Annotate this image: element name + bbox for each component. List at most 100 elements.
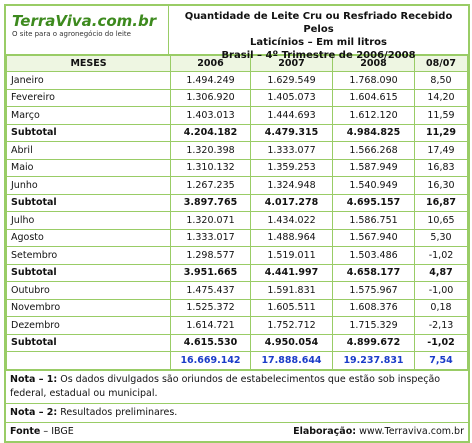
value-cell: 1.324.948 xyxy=(250,176,333,195)
total-cell: 17.888.644 xyxy=(250,351,333,370)
value-cell: 1.488.964 xyxy=(250,228,333,247)
value-cell: 3.897.765 xyxy=(170,193,251,212)
value-cell: 16,87 xyxy=(414,193,468,212)
total-row: 16.669.142 17.888.644 19.237.831 7,54 xyxy=(6,351,468,370)
value-cell: 1.444.693 xyxy=(250,106,333,125)
value-cell: 1.298.577 xyxy=(170,246,251,265)
value-cell: 1.359.253 xyxy=(250,158,333,177)
value-cell: 1.608.376 xyxy=(332,298,415,317)
value-cell: 16,30 xyxy=(414,176,468,195)
value-cell: 1.567.940 xyxy=(332,228,415,247)
value-cell: 1.768.090 xyxy=(332,71,415,90)
note-label: Nota – 2: xyxy=(10,406,58,418)
month-cell: Março xyxy=(6,106,171,125)
month-cell: Outubro xyxy=(6,281,171,300)
table-row: Setembro 1.298.577 1.519.011 1.503.486 -1,02 xyxy=(6,246,468,265)
month-cell: Subtotal xyxy=(6,193,171,212)
month-cell: Dezembro xyxy=(6,316,171,335)
credit-text: www.Terraviva.com.br xyxy=(359,425,464,437)
table-row: Março 1.403.013 1.444.693 1.612.120 11,59 xyxy=(6,106,468,125)
table-row: Agosto 1.333.017 1.488.964 1.567.940 5,30 xyxy=(6,228,468,247)
month-cell: Setembro xyxy=(6,246,171,265)
logo-text: TerraViva.com.br xyxy=(12,12,157,30)
value-cell: 1.320.398 xyxy=(170,141,251,160)
value-cell: 4.479.315 xyxy=(250,123,333,142)
value-cell: 1.405.073 xyxy=(250,88,333,107)
title: Quantidade de Leite Cru ou Resfriado Rec… xyxy=(169,6,468,61)
value-cell: 1.310.132 xyxy=(170,158,251,177)
value-cell: 11,29 xyxy=(414,123,468,142)
value-cell: 4.899.672 xyxy=(332,333,415,352)
value-cell: 1.629.549 xyxy=(250,71,333,90)
value-cell: 1.586.751 xyxy=(332,211,415,230)
table-row: Subtotal 4.615.530 4.950.054 4.899.672 -1,02 xyxy=(6,333,468,352)
value-cell: -1,02 xyxy=(414,333,468,352)
month-cell: Junho xyxy=(6,176,171,195)
value-cell: -2,13 xyxy=(414,316,468,335)
table-row: Maio 1.310.132 1.359.253 1.587.949 16,83 xyxy=(6,158,468,177)
value-cell: 4,87 xyxy=(414,263,468,282)
value-cell: 1.475.437 xyxy=(170,281,251,300)
header-row: MESES 2006 2007 2008 08/07 xyxy=(6,55,468,72)
value-cell: 1.605.511 xyxy=(250,298,333,317)
value-cell: 1.434.022 xyxy=(250,211,333,230)
page: TerraViva.com.br O site para o agronegóc… xyxy=(4,4,470,443)
table-row: Julho 1.320.071 1.434.022 1.586.751 10,65 xyxy=(6,211,468,230)
value-cell: 4.984.825 xyxy=(332,123,415,142)
value-cell: 1.333.077 xyxy=(250,141,333,160)
title-line: Laticínios – Em mil litros xyxy=(250,37,387,48)
source-text: – IBGE xyxy=(43,425,74,437)
value-cell: -1,00 xyxy=(414,281,468,300)
value-cell: 4.950.054 xyxy=(250,333,333,352)
total-cell: 7,54 xyxy=(414,351,468,370)
column-header: 2006 xyxy=(170,55,251,72)
value-cell: 1.591.831 xyxy=(250,281,333,300)
table-row: Dezembro 1.614.721 1.752.712 1.715.329 -2,13 xyxy=(6,316,468,335)
value-cell: 5,30 xyxy=(414,228,468,247)
value-cell: 4.658.177 xyxy=(332,263,415,282)
table-row: Subtotal 3.897.765 4.017.278 4.695.157 16,87 xyxy=(6,193,468,212)
table-row: Janeiro 1.494.249 1.629.549 1.768.090 8,50 xyxy=(6,71,468,90)
value-cell: 1.604.615 xyxy=(332,88,415,107)
table-row: Abril 1.320.398 1.333.077 1.566.268 17,49 xyxy=(6,141,468,160)
table-row: Subtotal 4.204.182 4.479.315 4.984.825 11,29 xyxy=(6,123,468,142)
tagline: O site para o agronegócio do leite xyxy=(12,30,131,38)
month-cell: Subtotal xyxy=(6,263,171,282)
month-cell: Agosto xyxy=(6,228,171,247)
column-header: 08/07 xyxy=(414,55,468,72)
value-cell: 4.204.182 xyxy=(170,123,251,142)
value-cell: 1.320.071 xyxy=(170,211,251,230)
value-cell: 1.575.967 xyxy=(332,281,415,300)
value-cell: 4.695.157 xyxy=(332,193,415,212)
month-cell: Julho xyxy=(6,211,171,230)
value-cell: 1.519.011 xyxy=(250,246,333,265)
month-cell: Novembro xyxy=(6,298,171,317)
logo: TerraViva.com.br O site para o agronegóc… xyxy=(6,6,169,54)
value-cell: 10,65 xyxy=(414,211,468,230)
value-cell: 1.612.120 xyxy=(332,106,415,125)
month-cell: Subtotal xyxy=(6,123,171,142)
month-cell: Maio xyxy=(6,158,171,177)
value-cell: 1.503.486 xyxy=(332,246,415,265)
total-cell: 19.237.831 xyxy=(332,351,415,370)
data-table: MESES 2006 2007 2008 08/07 Janeiro 1.494.249 1.… xyxy=(6,55,468,370)
month-cell: Subtotal xyxy=(6,333,171,352)
value-cell: 1.333.017 xyxy=(170,228,251,247)
source: Fonte – IBGE xyxy=(10,425,74,439)
value-cell: 0,18 xyxy=(414,298,468,317)
header: TerraViva.com.br O site para o agronegóc… xyxy=(6,6,468,61)
value-cell: 1.306.920 xyxy=(170,88,251,107)
value-cell: 4.017.278 xyxy=(250,193,333,212)
value-cell: 11,59 xyxy=(414,106,468,125)
value-cell: 1.715.329 xyxy=(332,316,415,335)
value-cell: 14,20 xyxy=(414,88,468,107)
title-line: Brasil – 4º Trimestre de 2006/2008 xyxy=(221,50,416,61)
value-cell: 1.525.372 xyxy=(170,298,251,317)
table-row: Fevereiro 1.306.920 1.405.073 1.604.615 14,2… xyxy=(6,88,468,107)
credit: Elaboração: www.Terraviva.com.br xyxy=(293,425,464,439)
value-cell: 16,83 xyxy=(414,158,468,177)
month-cell: Janeiro xyxy=(6,71,171,90)
credit-label: Elaboração: xyxy=(293,425,357,437)
table-row: Outubro 1.475.437 1.591.831 1.575.967 -1,00 xyxy=(6,281,468,300)
title-line: Quantidade de Leite Cru ou Resfriado Rec… xyxy=(184,11,453,35)
